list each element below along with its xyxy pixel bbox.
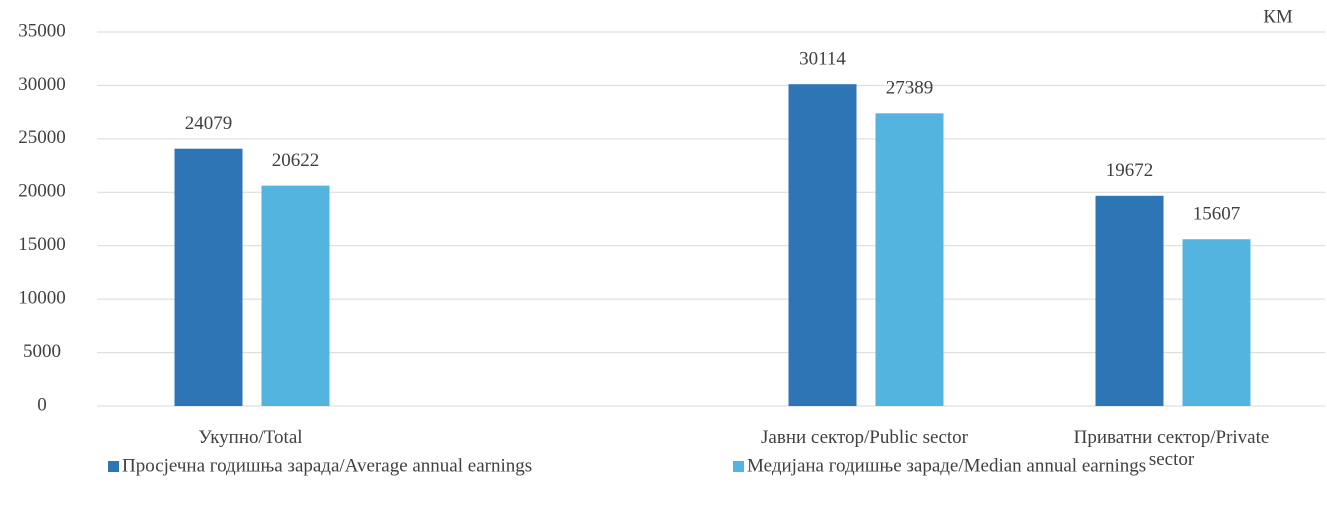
unit-label: КМ bbox=[1263, 6, 1293, 27]
y-tick-label: 30000 bbox=[18, 74, 66, 95]
bar bbox=[1182, 239, 1251, 406]
y-tick-label: 20000 bbox=[18, 181, 66, 202]
x-tick-wrap: Јавни сектор/Public sector bbox=[761, 427, 968, 448]
data-label: 15607 bbox=[1193, 204, 1241, 225]
y-tick-label: 25000 bbox=[18, 127, 66, 148]
bar bbox=[875, 113, 944, 406]
data-label: 19672 bbox=[1106, 160, 1154, 181]
legend-swatch bbox=[733, 461, 744, 472]
y-tick-label: 0 bbox=[37, 394, 47, 415]
data-label: 20622 bbox=[272, 150, 320, 171]
legend-label: Просјечна годишња зарада/Average annual … bbox=[122, 455, 532, 476]
x-tick-label: Приватни сектор/Private sector bbox=[1073, 427, 1270, 470]
y-tick-label: 10000 bbox=[18, 288, 66, 309]
x-tick-label: Јавни сектор/Public sector bbox=[761, 427, 968, 448]
y-tick-label: 15000 bbox=[18, 234, 66, 255]
data-label: 27389 bbox=[886, 78, 934, 99]
x-tick-wrap: Укупно/Total bbox=[198, 427, 303, 448]
bar bbox=[174, 148, 243, 407]
legend-label: Медијана годишње зараде/Median annual ea… bbox=[747, 455, 1146, 476]
bar bbox=[1095, 195, 1164, 406]
y-tick-label: 5000 bbox=[23, 341, 61, 362]
y-tick-label: 35000 bbox=[18, 20, 66, 41]
data-label: 24079 bbox=[185, 113, 233, 134]
data-label: 30114 bbox=[799, 49, 846, 70]
bar bbox=[261, 185, 330, 406]
x-tick-label: Укупно/Total bbox=[198, 427, 303, 448]
bar bbox=[788, 84, 857, 407]
legend-swatch bbox=[108, 461, 119, 472]
x-tick-wrap: Приватни сектор/Private sector bbox=[1073, 427, 1270, 470]
